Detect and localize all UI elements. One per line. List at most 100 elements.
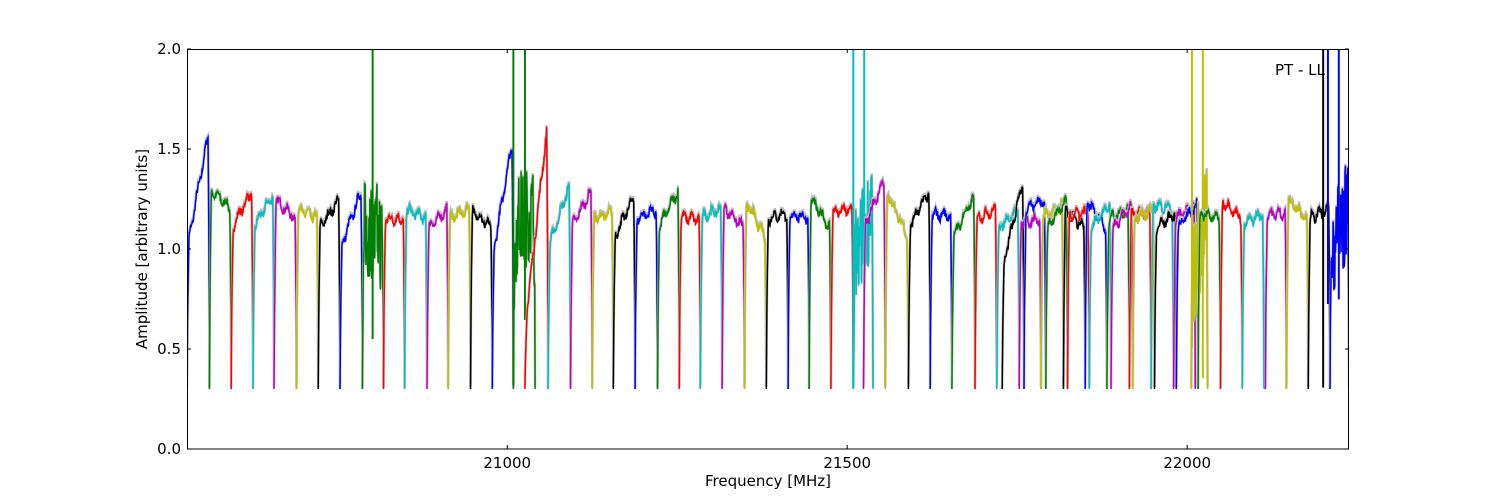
shadow-trace-4 [272,194,298,388]
shadow-trace-58 [1219,197,1244,388]
spectral-window-53 [1153,211,1178,390]
spectral-window-1 [208,189,232,390]
x-tick-label: 22000 [1163,454,1211,472]
spectral-window-31 [852,175,874,390]
spectral-window-22 [656,187,681,390]
y-tick-label: 1.0 [157,240,181,258]
shadow-trace-11 [425,200,450,388]
shadow-trace-21 [633,199,659,388]
y-tick-label: 0.0 [157,440,181,458]
shadow-trace-24 [699,199,724,388]
spectral-window-18 [569,188,593,390]
spectral-window-25 [721,203,746,390]
spectral-window-39 [1001,186,1025,390]
shadow-trace-20 [612,195,637,388]
shadow-trace-40 [1017,210,1043,388]
spectral-window-21 [634,203,659,390]
spectral-window-6 [317,195,341,390]
y-axis-label: Amplitude [arbitrary units] [133,149,151,349]
spectral-window-29 [808,196,832,390]
spectral-window-33 [884,192,910,390]
shadow-trace-12 [446,201,472,388]
spectral-window-49 [1110,200,1134,390]
spectral-window-27 [765,208,789,390]
shadow-trace-27 [765,206,790,388]
spectral-window-19 [591,204,615,390]
series-layer [187,49,1349,390]
shadow-trace-35 [928,201,954,388]
spectral-window-37 [974,203,998,390]
y-tick-label: 2.0 [157,40,181,58]
spectral-window-2 [230,192,254,390]
shadow-trace-25 [720,201,746,388]
annotation-label: PT - LL [1275,61,1326,79]
shadow-trace-7 [338,190,364,388]
x-tick-label: 21000 [483,454,531,472]
shadow-trace-19 [590,200,615,388]
spectral-window-14 [491,149,515,390]
shadow-trace-33 [884,189,910,388]
spectral-window-17 [547,183,572,390]
spectral-window-55 [1175,198,1199,390]
spectral-window-60 [1264,205,1288,390]
spectral-window-16 [524,126,549,390]
shadow-trace-38 [995,203,1021,388]
spectral-window-59 [1241,209,1265,390]
spectral-window-62 [1307,202,1331,390]
spectral-window-43 [1045,195,1069,390]
spectral-window-30 [830,203,855,390]
spectral-window-26 [743,202,768,390]
spectral-window-20 [612,197,636,390]
shadow-trace-13 [469,203,494,388]
spectral-window-3 [252,194,275,390]
spectral-window-9 [382,212,406,390]
shadow-trace-1 [208,187,233,388]
spectral-window-40 [1018,212,1042,390]
spectral-window-58 [1219,199,1244,390]
shadow-trace-59 [1241,207,1266,388]
spectral-window-45 [1066,205,1091,390]
spectral-window-61 [1285,196,1309,390]
spectral-window-34 [907,192,931,390]
shadow-trace-30 [829,201,855,388]
spectral-window-47 [1088,203,1112,390]
spectral-window-51 [1132,203,1156,390]
shadow-trace-5 [295,202,320,388]
shadow-trace-2 [229,189,255,388]
y-tick-label: 0.5 [157,340,181,358]
shadow-trace-22 [656,185,681,388]
shadow-trace-9 [382,209,406,388]
shadow-trace-28 [786,209,811,388]
spectral-window-24 [699,202,723,390]
spectral-window-13 [469,205,494,390]
x-tick-label: 21500 [823,454,871,472]
spectral-window-38 [996,205,1020,390]
spectral-window-35 [929,204,953,390]
spectral-window-32 [862,178,887,390]
spectral-window-12 [447,203,472,390]
shadow-trace-18 [569,186,594,388]
x-axis-label: Frequency [MHz] [705,472,831,490]
shadow-trace-23 [678,207,702,388]
spectral-window-36 [951,193,976,390]
y-tick-label: 1.5 [157,140,181,158]
spectral-window-5 [295,204,319,390]
spectral-window-4 [273,196,298,390]
spectral-window-11 [426,202,449,390]
axis-ticks: 21000 21500 22000 0.0 0.5 1.0 1.5 2.0 [157,40,1349,472]
spectral-window-10 [403,202,428,390]
shadow-trace-36 [950,190,977,388]
spectral-window-7 [339,192,364,390]
spectral-window-0 [187,134,211,390]
shadow-trace-14 [491,147,515,388]
spectral-window-28 [787,211,810,390]
shadow-trace-37 [973,201,999,388]
shadow-trace-61 [1285,194,1310,388]
shadow-trace-62 [1306,199,1332,388]
spectral-window-23 [678,210,702,390]
spectral-window-57 [1197,207,1222,390]
shadow-trace-60 [1264,202,1288,388]
shadow-trace-10 [403,199,429,388]
shadow-trace-34 [907,190,932,388]
